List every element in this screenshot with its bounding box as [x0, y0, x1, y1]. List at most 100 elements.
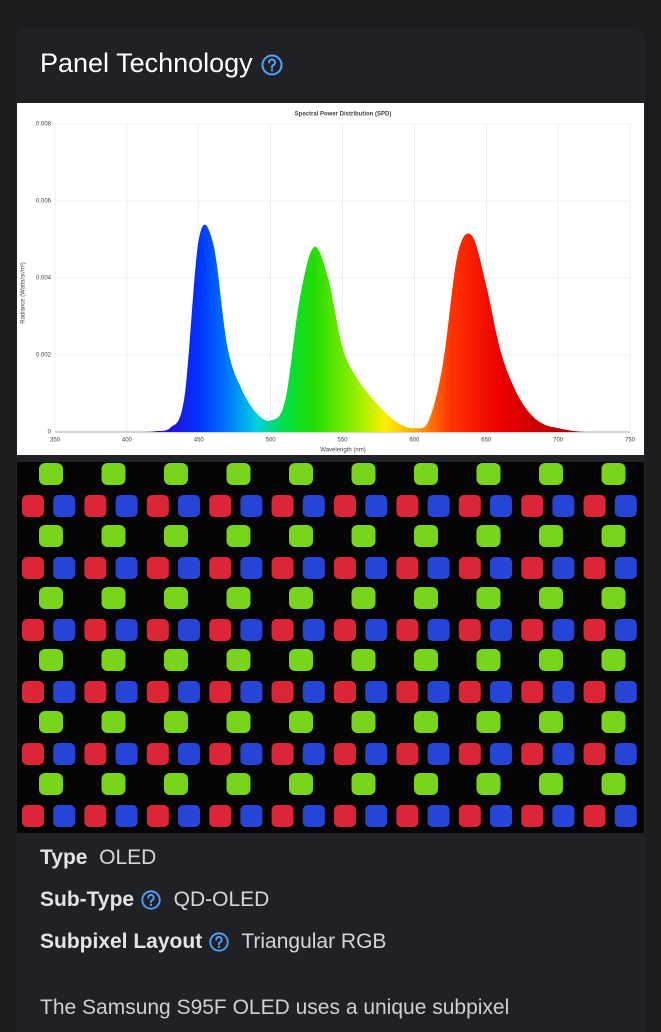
blue-subpixel: [115, 681, 138, 703]
green-subpixel: [226, 525, 251, 547]
blue-subpixel: [614, 619, 637, 641]
red-subpixel: [22, 805, 44, 827]
red-subpixel: [458, 681, 481, 703]
green-subpixel: [101, 463, 126, 485]
help-icon[interactable]: [208, 931, 230, 953]
green-subpixel: [414, 463, 438, 485]
green-subpixel: [414, 773, 438, 795]
green-subpixel: [101, 711, 126, 733]
green-subpixel: [226, 463, 251, 485]
blue-subpixel: [240, 743, 263, 765]
help-icon[interactable]: [140, 889, 162, 911]
red-subpixel: [209, 557, 232, 579]
green-subpixel: [164, 773, 188, 795]
spec-label: Type: [40, 846, 88, 869]
red-subpixel: [22, 557, 44, 579]
y-tick-label: 0.004: [36, 276, 52, 282]
green-subpixel: [226, 711, 251, 733]
title-text: Panel Technology: [40, 48, 253, 78]
green-subpixel: [226, 773, 251, 795]
blue-subpixel: [552, 619, 575, 641]
red-subpixel: [271, 681, 294, 703]
y-tick-label: 0.002: [36, 353, 52, 359]
green-subpixel: [351, 525, 376, 547]
x-tick-label: 500: [266, 438, 277, 444]
blue-subpixel: [365, 495, 388, 517]
spec-value: Triangular RGB: [241, 930, 387, 953]
red-subpixel: [22, 619, 44, 641]
red-subpixel: [146, 619, 169, 641]
green-subpixel: [539, 711, 563, 733]
red-subpixel: [334, 619, 356, 641]
green-subpixel: [601, 587, 626, 609]
description: The Samsung S95F OLED uses a unique subp…: [40, 996, 510, 1019]
blue-subpixel: [240, 805, 263, 827]
blue-subpixel: [240, 557, 263, 579]
blue-subpixel: [552, 805, 575, 827]
red-subpixel: [396, 681, 419, 703]
green-subpixel: [164, 649, 188, 671]
blue-subpixel: [490, 619, 512, 641]
x-tick-label: 400: [122, 438, 133, 444]
red-subpixel: [458, 805, 481, 827]
blue-subpixel: [614, 557, 637, 579]
blue-subpixel: [427, 743, 450, 765]
green-subpixel: [39, 525, 63, 547]
blue-subpixel: [552, 681, 575, 703]
x-tick-label: 700: [553, 438, 564, 444]
green-subpixel: [351, 463, 376, 485]
spec-row: Sub-Type QD-OLED: [40, 888, 269, 912]
red-subpixel: [334, 743, 356, 765]
green-subpixel: [476, 649, 501, 671]
x-tick-label: 350: [50, 438, 61, 444]
red-subpixel: [209, 495, 232, 517]
green-subpixel: [539, 587, 563, 609]
blue-subpixel: [53, 619, 76, 641]
blue-subpixel: [365, 681, 388, 703]
red-subpixel: [521, 495, 544, 517]
blue-subpixel: [365, 805, 388, 827]
red-subpixel: [583, 743, 606, 765]
green-subpixel: [414, 711, 438, 733]
blue-subpixel: [614, 805, 637, 827]
green-subpixel: [226, 587, 251, 609]
blue-subpixel: [240, 495, 263, 517]
spec-row: Subpixel Layout Triangular RGB: [40, 930, 386, 954]
blue-subpixel: [302, 805, 325, 827]
subpixel-photo: [17, 462, 644, 833]
red-subpixel: [521, 619, 544, 641]
section-title: Panel Technology: [40, 48, 284, 79]
green-subpixel: [414, 587, 438, 609]
red-subpixel: [583, 619, 606, 641]
blue-subpixel: [614, 743, 637, 765]
green-subpixel: [289, 525, 313, 547]
x-tick-label: 450: [194, 438, 205, 444]
blue-subpixel: [302, 743, 325, 765]
x-tick-label: 550: [337, 438, 348, 444]
green-subpixel: [601, 773, 626, 795]
x-tick-label: 750: [625, 438, 636, 444]
blue-subpixel: [178, 805, 200, 827]
red-subpixel: [22, 495, 44, 517]
green-subpixel: [289, 587, 313, 609]
red-subpixel: [334, 557, 356, 579]
red-subpixel: [458, 743, 481, 765]
red-subpixel: [396, 743, 419, 765]
blue-subpixel: [365, 743, 388, 765]
blue-subpixel: [427, 557, 450, 579]
help-icon[interactable]: [260, 53, 284, 77]
red-subpixel: [396, 557, 419, 579]
green-subpixel: [289, 711, 313, 733]
red-subpixel: [84, 557, 107, 579]
chart-title: Spectral Power Distribution (SPD): [295, 112, 392, 118]
blue-subpixel: [53, 681, 76, 703]
x-axis-label: Wavelength (nm): [320, 448, 365, 454]
green-subpixel: [101, 587, 126, 609]
blue-subpixel: [302, 681, 325, 703]
blue-subpixel: [427, 805, 450, 827]
red-subpixel: [146, 743, 169, 765]
green-subpixel: [39, 711, 63, 733]
red-subpixel: [271, 557, 294, 579]
blue-subpixel: [178, 743, 200, 765]
